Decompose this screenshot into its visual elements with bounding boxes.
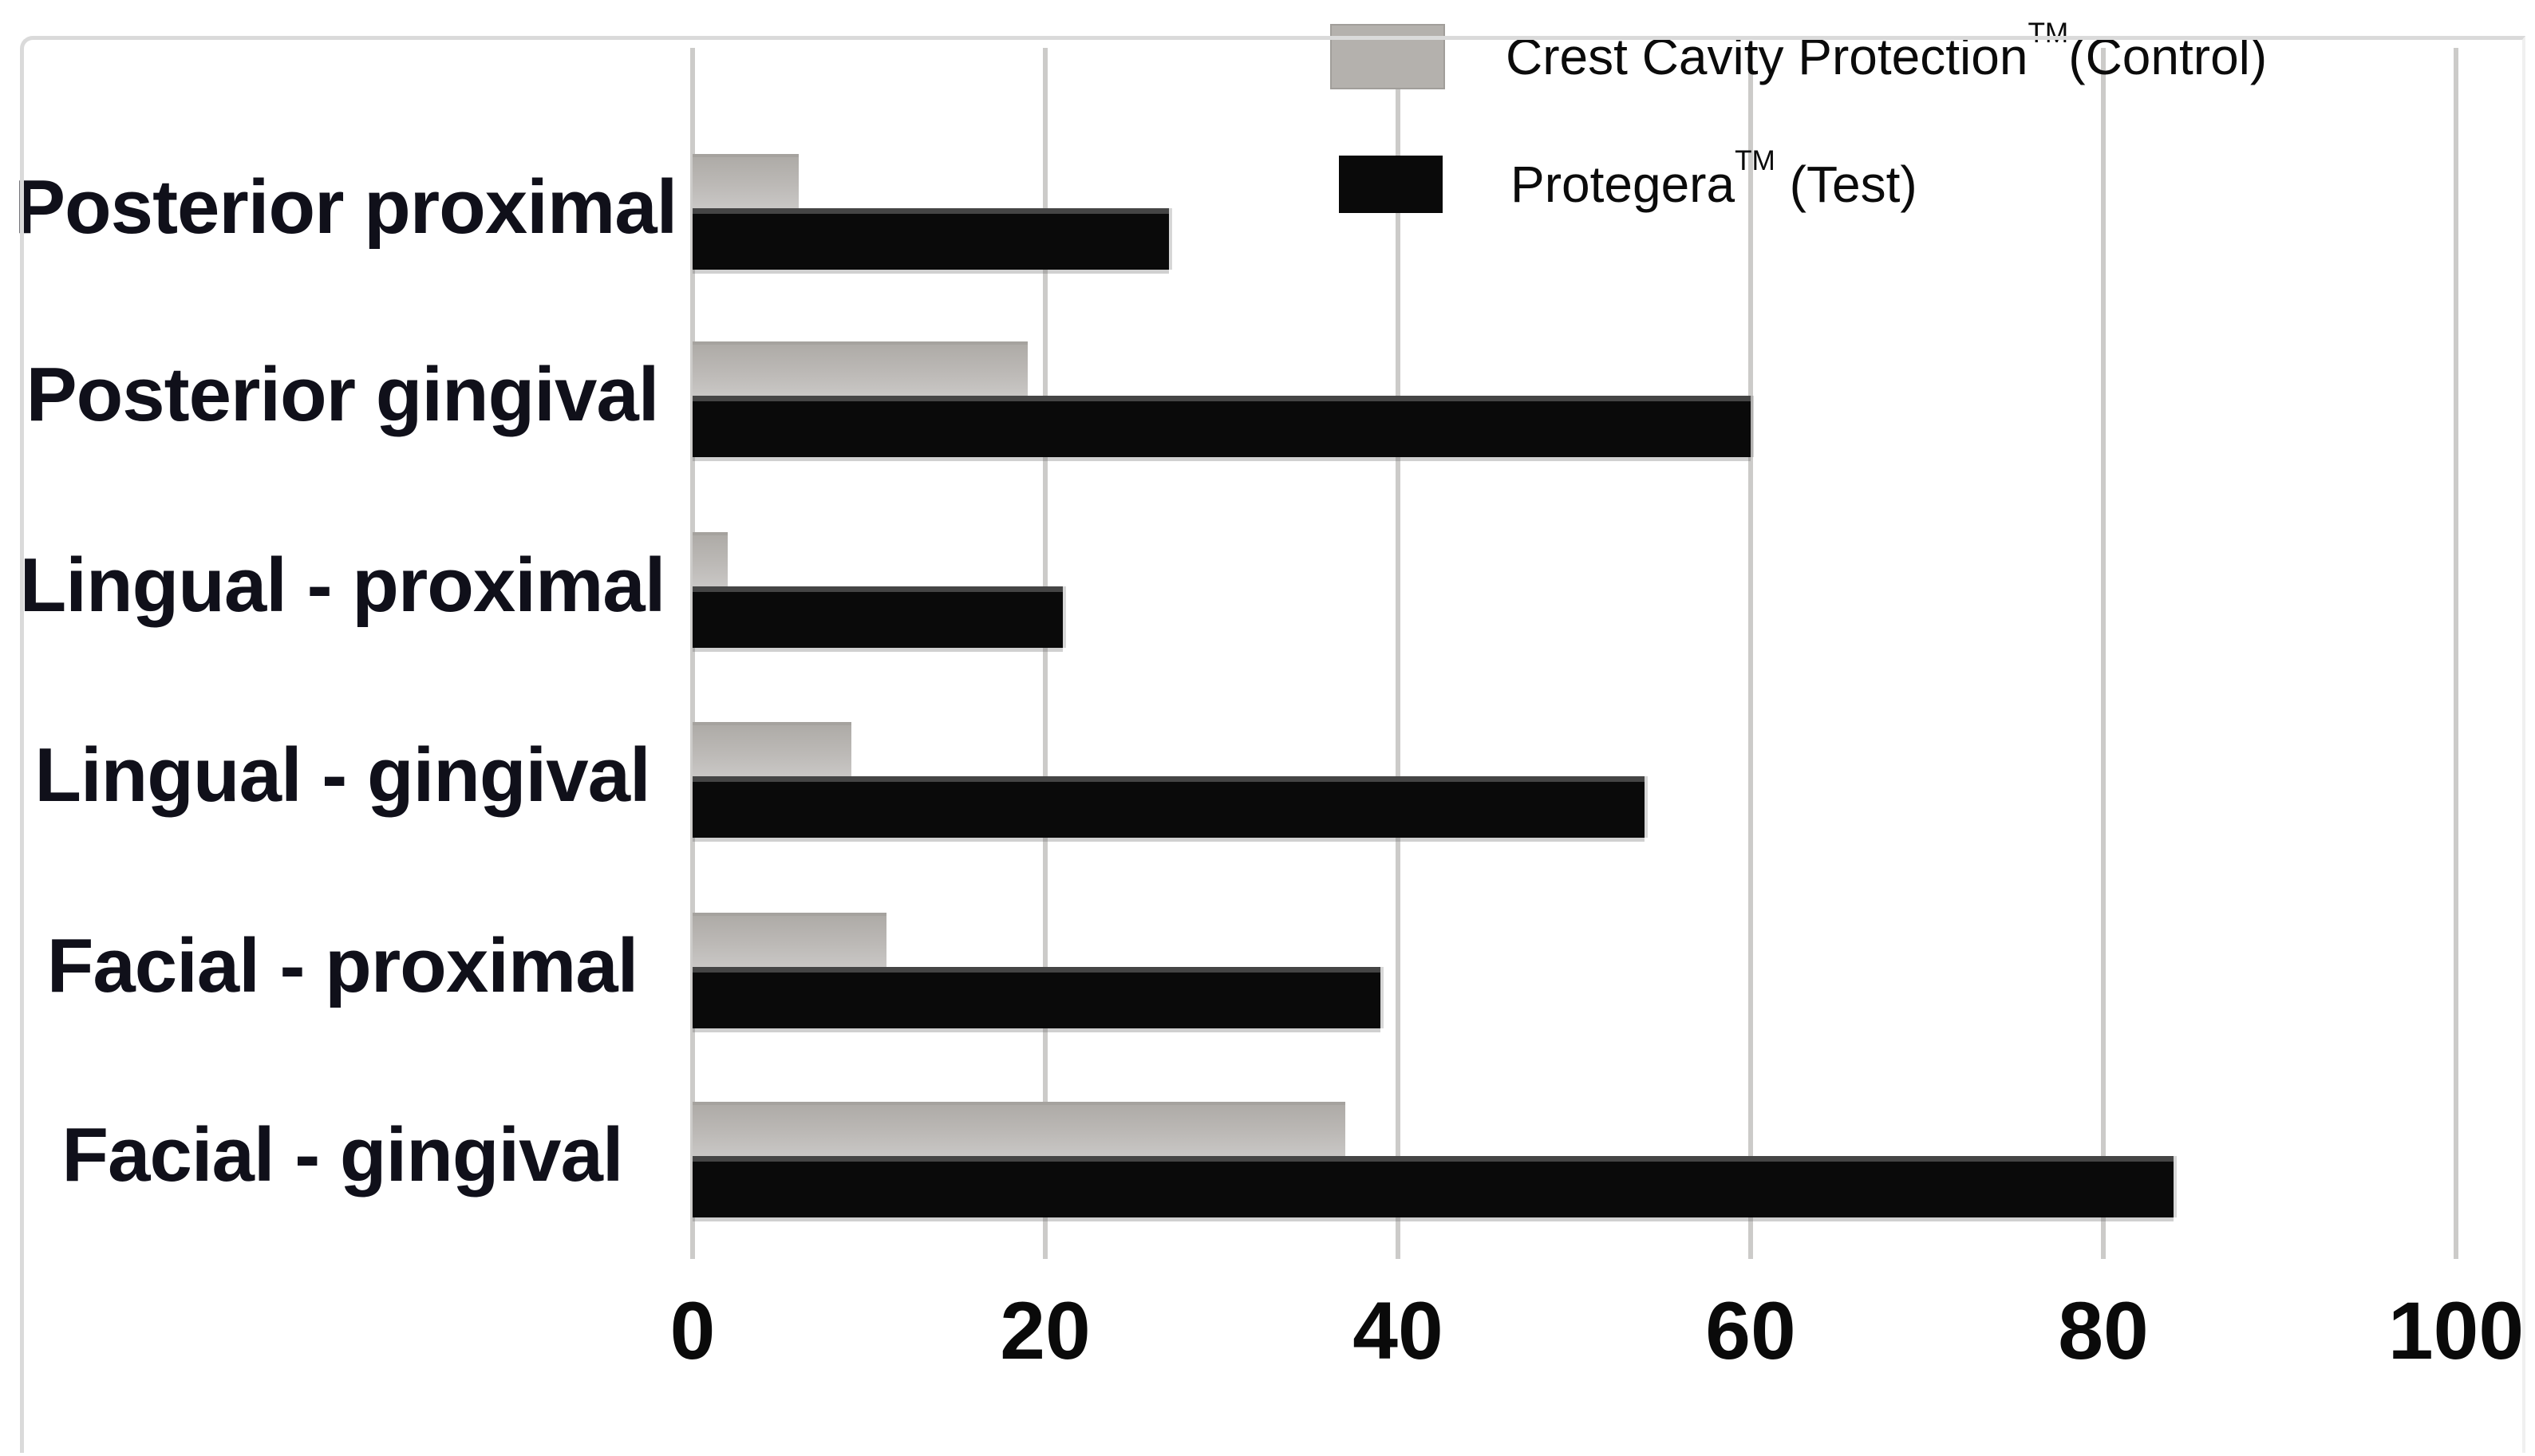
legend-label-test-name: Protegera [1510, 156, 1735, 213]
bar-test [693, 396, 1751, 458]
bar-control [693, 531, 729, 586]
tm-superscript: TM [1735, 145, 1775, 177]
x-tick-label: 0 [669, 1285, 716, 1376]
category-label: Lingual - proximal [19, 542, 666, 628]
legend-swatch-control-icon [1330, 24, 1445, 89]
x-tick-label: 80 [2058, 1285, 2149, 1376]
gridline [1043, 48, 1048, 1259]
category-label: Posterior gingival [26, 352, 660, 438]
x-tick-label: 40 [1352, 1285, 1443, 1376]
tm-superscript: TM [2028, 18, 2069, 49]
legend-label-control-suffix: (Control) [2068, 28, 2268, 85]
category-label: Lingual - gingival [34, 732, 650, 818]
bar-group [693, 341, 2456, 458]
bar-control [693, 154, 799, 209]
x-tick-label: 60 [1705, 1285, 1796, 1376]
gridline [1396, 48, 1400, 1259]
category-label-column: Posterior proximal Posterior gingival Ling… [0, 0, 693, 1456]
category-label: Posterior proximal [14, 164, 677, 251]
bar-group [693, 1102, 2456, 1218]
legend-item-test: ProtegeraTM (Test) [1339, 147, 1917, 215]
legend-label-test-suffix: (Test) [1775, 156, 1917, 213]
bar-group [693, 154, 2456, 270]
plot-area [690, 48, 2458, 1259]
x-axis: 0 20 40 60 80 100 [670, 1271, 2524, 1399]
bar-control [693, 341, 1028, 397]
bar-group [693, 531, 2456, 648]
legend-label-control-name: Crest Cavity Protection [1506, 28, 2028, 85]
category-label: Facial - gingival [61, 1112, 623, 1198]
x-tick-label: 20 [1000, 1285, 1091, 1376]
gridline [1748, 48, 1753, 1259]
bar-test [693, 776, 1645, 838]
gridline [2454, 48, 2458, 1259]
legend-item-control: Crest Cavity ProtectionTM(Control) [1330, 19, 2268, 89]
bar-test [693, 586, 1064, 648]
bar-control [693, 913, 887, 968]
category-label: Facial - proximal [46, 923, 639, 1009]
x-tick-label: 100 [2387, 1285, 2525, 1376]
gridline [690, 48, 695, 1259]
legend-swatch-test-icon [1339, 156, 1443, 213]
bar-test [693, 1156, 2174, 1218]
bar-control [693, 1102, 1345, 1157]
bar-group [693, 722, 2456, 838]
bar-test [693, 967, 1380, 1029]
bar-group [693, 913, 2456, 1029]
bar-test [693, 208, 1169, 270]
legend-label-test: ProtegeraTM (Test) [1510, 147, 1917, 214]
gridline [2101, 48, 2106, 1259]
bar-control [693, 722, 851, 776]
legend-label-control: Crest Cavity ProtectionTM(Control) [1506, 19, 2268, 86]
